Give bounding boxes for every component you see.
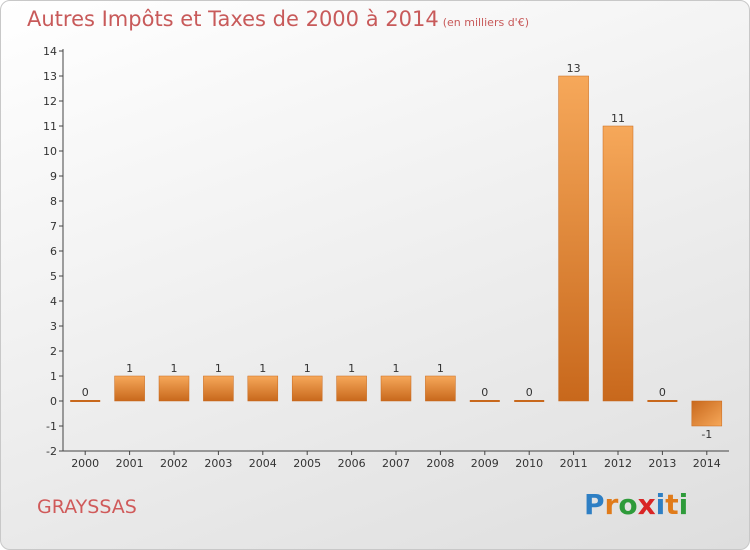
data-label: 0 [526,386,533,399]
y-tick-label: 6 [50,245,57,258]
data-label: 1 [171,362,178,375]
y-tick-label: 1 [50,370,57,383]
y-tick-label: -2 [46,445,57,458]
y-tick-label: 2 [50,345,57,358]
bar [380,375,412,402]
x-tick-label: 2006 [338,457,366,470]
y-tick-label: 8 [50,195,57,208]
data-label: 1 [393,362,400,375]
bar [203,375,234,402]
data-label: 1 [304,362,311,375]
x-tick-label: 2008 [426,457,454,470]
y-tick-label: 12 [43,95,57,108]
y-tick-label: 9 [50,170,57,183]
bar [336,375,367,402]
bar [647,400,678,402]
data-label: 1 [259,362,266,375]
data-label: 13 [567,62,581,75]
x-tick-label: 2007 [382,457,410,470]
y-tick-label: 14 [43,45,57,58]
bar [247,375,279,402]
title-unit: (en milliers d'€) [442,16,529,29]
data-label: 1 [215,362,222,375]
x-tick-label: 2001 [116,457,144,470]
x-tick-label: 2013 [648,457,676,470]
bar [114,375,145,402]
y-tick-label: -1 [46,420,57,433]
commune-name: GRAYSSAS [37,496,137,518]
title-text: Autres Impôts et Taxes de 2000 à 2014 [27,7,439,31]
y-tick-label: 4 [50,295,57,308]
data-label: 0 [659,386,666,399]
x-tick-label: 2000 [71,457,99,470]
logo-letter: P [584,488,605,521]
bar [158,375,190,402]
bar [691,400,723,427]
data-label: 0 [82,386,89,399]
proxiti-logo: Proxiti [584,488,694,528]
logo-letter: r [604,488,619,521]
bar [469,400,500,402]
y-tick-label: 13 [43,70,57,83]
bar [291,375,323,402]
x-tick-label: 2010 [515,457,543,470]
data-label: 0 [481,386,488,399]
bar [70,400,101,402]
y-tick-label: 10 [43,145,57,158]
logo-letter: x [637,488,656,521]
logo-letter: t [665,488,679,521]
y-tick-label: 7 [50,220,57,233]
logo-letter: i [655,488,666,521]
y-tick-label: 0 [50,395,57,408]
logo-letter: i [678,488,689,521]
bar [558,75,589,402]
x-tick-label: 2012 [604,457,632,470]
x-tick-label: 2003 [204,457,232,470]
logo-letter: o [618,488,638,521]
x-tick-label: 2004 [249,457,277,470]
x-tick-label: 2009 [471,457,499,470]
data-label: 1 [437,362,444,375]
data-label: 1 [348,362,355,375]
bar [425,375,456,402]
x-tick-label: 2005 [293,457,321,470]
bar [602,125,634,402]
data-label: -1 [701,428,712,441]
y-tick-label: 3 [50,320,57,333]
y-tick-label: 5 [50,270,57,283]
data-label: 1 [126,362,133,375]
y-tick-label: 11 [43,120,57,133]
x-tick-label: 2002 [160,457,188,470]
chart-title: Autres Impôts et Taxes de 2000 à 2014 (en… [27,7,529,31]
x-tick-label: 2014 [693,457,721,470]
bar [514,400,545,402]
x-tick-label: 2011 [560,457,588,470]
data-label: 11 [611,112,625,125]
